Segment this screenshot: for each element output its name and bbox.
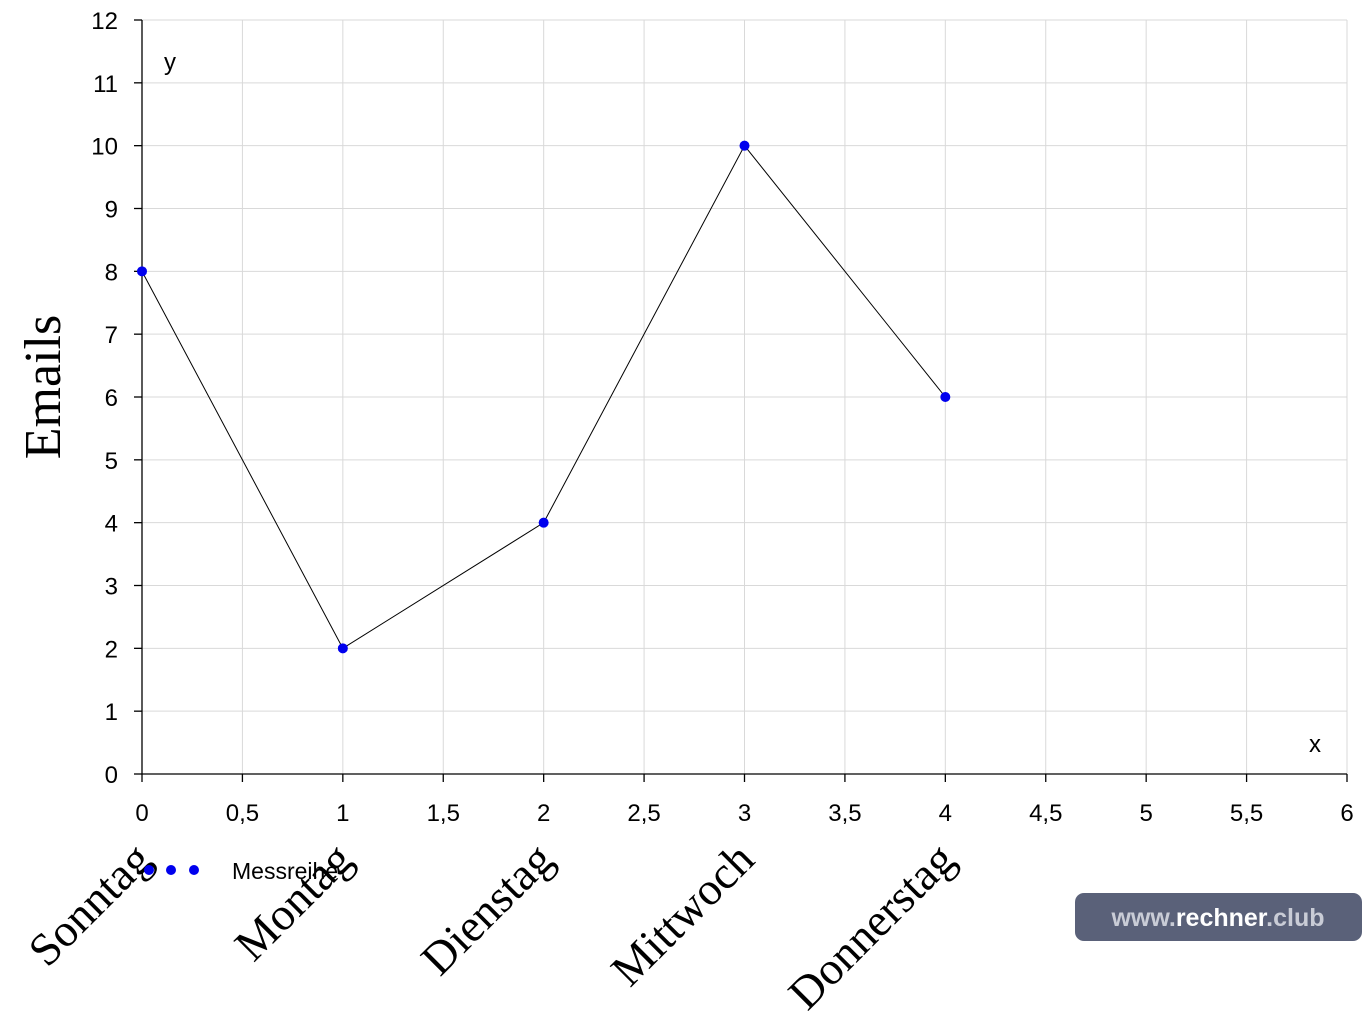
x-tick-label: 1: [336, 800, 349, 827]
category-label: Montag: [225, 833, 362, 970]
x-tick-label: 2: [537, 800, 550, 827]
grid-lines: [142, 20, 1347, 774]
x-tick-label: 1,5: [427, 800, 460, 827]
y-tick-label: 1: [105, 699, 118, 726]
y-tick-label: 11: [93, 71, 118, 98]
y-tick-label: 12: [91, 8, 118, 35]
watermark-text: www.rechner.club: [1110, 904, 1324, 932]
y-tick-label: 4: [105, 511, 118, 538]
watermark-suffix: .club: [1266, 904, 1324, 932]
y-tick-label: 6: [105, 385, 118, 412]
y-tick-label: 2: [105, 636, 118, 663]
x-axis-name: x: [1309, 731, 1321, 758]
y-axis-name: y: [164, 49, 176, 76]
data-point: [137, 266, 147, 276]
category-label: Dienstag: [411, 833, 563, 985]
data-point: [940, 392, 950, 402]
x-tick-label: 4,5: [1029, 800, 1062, 827]
category-label: Mittwoch: [601, 833, 764, 996]
legend-marker: [189, 865, 199, 875]
category-label: Sonntag: [18, 833, 161, 976]
data-point: [740, 141, 750, 151]
axes: [134, 20, 1347, 782]
category-label: Donnerstag: [778, 833, 964, 1019]
y-tick-label: 7: [105, 322, 118, 349]
y-tick-label: 8: [105, 259, 118, 286]
legend: Messreihe: [144, 858, 338, 884]
x-tick-label: 3: [738, 800, 751, 827]
x-tick-label: 4: [939, 800, 952, 827]
watermark-brand: rechner: [1176, 904, 1268, 932]
watermark-prefix: www.: [1110, 904, 1175, 932]
x-tick-label: 5,5: [1230, 800, 1263, 827]
x-tick-label: 3,5: [828, 800, 861, 827]
x-tick-label: 5: [1139, 800, 1152, 827]
data-point: [338, 643, 348, 653]
x-tick-label: 0: [135, 800, 148, 827]
legend-marker: [166, 865, 176, 875]
legend-marker: [144, 865, 154, 875]
data-point: [539, 518, 549, 528]
y-tick-label: 10: [91, 134, 118, 161]
x-tick-label: 0,5: [226, 800, 259, 827]
watermark-badge[interactable]: www.rechner.club: [1075, 893, 1362, 941]
legend-label: Messreihe: [232, 858, 338, 884]
y-tick-label: 3: [105, 574, 118, 601]
x-tick-label: 6: [1340, 800, 1353, 827]
y-tick-label: 9: [105, 197, 118, 224]
x-tick-label: 2,5: [627, 800, 660, 827]
y-tick-label: 5: [105, 448, 118, 475]
axis-labels: 0 0,5 1 1,5 2 2,5 3 3,5 4 4,5 5 5,5 6012345678910111…: [18, 8, 1353, 1019]
y-axis-label: Emails: [15, 315, 72, 459]
y-tick-label: 0: [105, 762, 118, 789]
